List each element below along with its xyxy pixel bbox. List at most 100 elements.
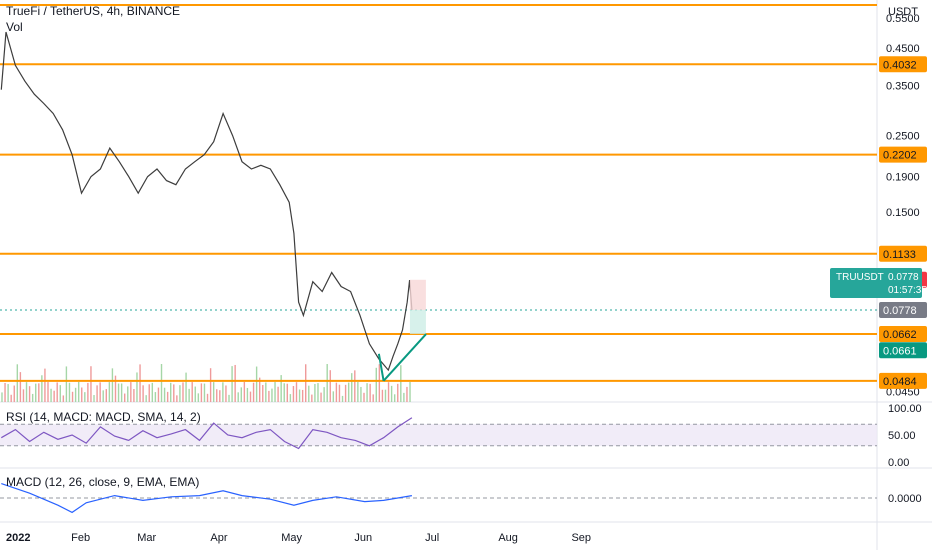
position-loss-zone	[409, 279, 426, 310]
low-price-label: 0.0661	[883, 345, 917, 357]
volume-bar	[366, 383, 368, 402]
volume-bar	[93, 395, 95, 402]
volume-bar	[301, 389, 304, 402]
volume-bar	[252, 382, 255, 402]
volume-bar	[188, 388, 190, 402]
level-price-label: 0.1133	[883, 249, 916, 261]
volume-bar	[50, 388, 52, 402]
volume-bar	[105, 389, 107, 402]
volume-bar	[25, 382, 28, 402]
price-tick-label: 0.1900	[886, 172, 920, 184]
symbol-price-tag	[830, 268, 922, 298]
volume-bar	[231, 366, 233, 402]
volume-bar	[332, 391, 335, 402]
volume-bar	[363, 392, 365, 402]
volume-bar	[10, 394, 12, 402]
volume-bar	[99, 382, 101, 402]
volume-bar	[341, 395, 344, 402]
level-price-tag	[879, 372, 927, 389]
volume-bar	[96, 385, 98, 402]
time-tick-label: Jul	[425, 532, 439, 544]
volume-bar	[212, 382, 215, 402]
volume-bar	[19, 372, 22, 402]
volume-bar	[323, 387, 325, 402]
volume-bar	[28, 386, 31, 402]
volume-bar	[347, 382, 350, 402]
volume-bar	[409, 382, 411, 402]
volume-bar	[335, 382, 338, 402]
volume-bar	[7, 384, 9, 402]
volume-bar	[378, 364, 381, 402]
volume-bar	[111, 368, 114, 402]
volume-bar	[117, 383, 120, 402]
volume-bar	[406, 386, 408, 402]
volume-bar	[357, 382, 359, 402]
level-price-label: 0.0662	[883, 329, 917, 341]
volume-bar	[277, 386, 279, 402]
volume-bar	[130, 382, 132, 402]
volume-bar	[102, 390, 104, 402]
volume-bar	[271, 388, 273, 402]
volume-bar	[170, 382, 172, 402]
volume-bar	[191, 382, 193, 402]
volume-bar	[157, 387, 160, 402]
volume-bar	[206, 393, 209, 402]
volume-bar	[393, 394, 396, 402]
volume-bar	[87, 382, 89, 402]
volume-bar	[173, 384, 175, 402]
volume-bar	[203, 383, 206, 402]
volume-bar	[295, 382, 298, 402]
volume-bar	[108, 382, 111, 402]
volume-bar	[31, 393, 34, 402]
level-price-tag	[879, 56, 927, 73]
volume-bar	[305, 364, 307, 402]
volume-bar	[35, 383, 37, 402]
price-series-line	[0, 31, 413, 372]
volume-bar	[255, 366, 258, 402]
volume-bar	[81, 387, 83, 402]
price-tick-label: 0.4500	[886, 43, 920, 55]
price-tick-label: 0.3500	[886, 80, 920, 92]
macd-indicator-label[interactable]: MACD (12, 26, close, 9, EMA, EMA)	[6, 475, 200, 489]
trendline	[382, 333, 427, 382]
volume-bar	[16, 364, 19, 402]
volume-bar	[90, 366, 92, 402]
volume-bar	[124, 393, 126, 402]
symbol-tag-countdown: 01:57:35	[888, 285, 927, 296]
volume-bar	[13, 385, 15, 402]
rsi-tick-label: 100.00	[888, 403, 922, 415]
volume-bar	[258, 377, 261, 402]
volume-bar	[53, 390, 55, 402]
volume-bar	[1, 392, 3, 402]
volume-bar	[154, 392, 157, 402]
volume-bar	[369, 383, 371, 402]
time-tick-label: Sep	[571, 532, 591, 544]
volume-bar	[179, 385, 181, 402]
level-price-tag	[879, 146, 927, 163]
volume-bar	[314, 383, 316, 402]
price-tick-label: 0.1500	[886, 207, 920, 219]
volume-bar	[280, 375, 282, 402]
volume-bar	[194, 386, 196, 402]
volume-bar	[329, 370, 331, 402]
rsi-line	[1, 417, 413, 450]
volume-bar	[354, 370, 356, 402]
rsi-indicator-label[interactable]: RSI (14, MACD: MACD, SMA, 14, 2)	[6, 410, 201, 424]
symbol-tag-price: 0.0778	[888, 272, 919, 283]
volume-bar	[62, 395, 65, 402]
volume-bar	[317, 383, 319, 402]
time-tick-label: Mar	[137, 532, 156, 544]
rsi-band	[0, 424, 877, 446]
last-price-tag	[879, 301, 927, 318]
volume-bar	[166, 391, 169, 402]
currency-label: USDT	[888, 6, 918, 18]
time-tick-label: 2022	[6, 532, 30, 544]
volume-bar	[47, 382, 49, 402]
volume-bar	[209, 368, 212, 402]
volume-bar	[243, 382, 246, 402]
volume-bar	[311, 394, 313, 402]
volume-bar	[360, 386, 362, 402]
volume-bar	[182, 382, 184, 402]
volume-bar	[120, 383, 123, 402]
